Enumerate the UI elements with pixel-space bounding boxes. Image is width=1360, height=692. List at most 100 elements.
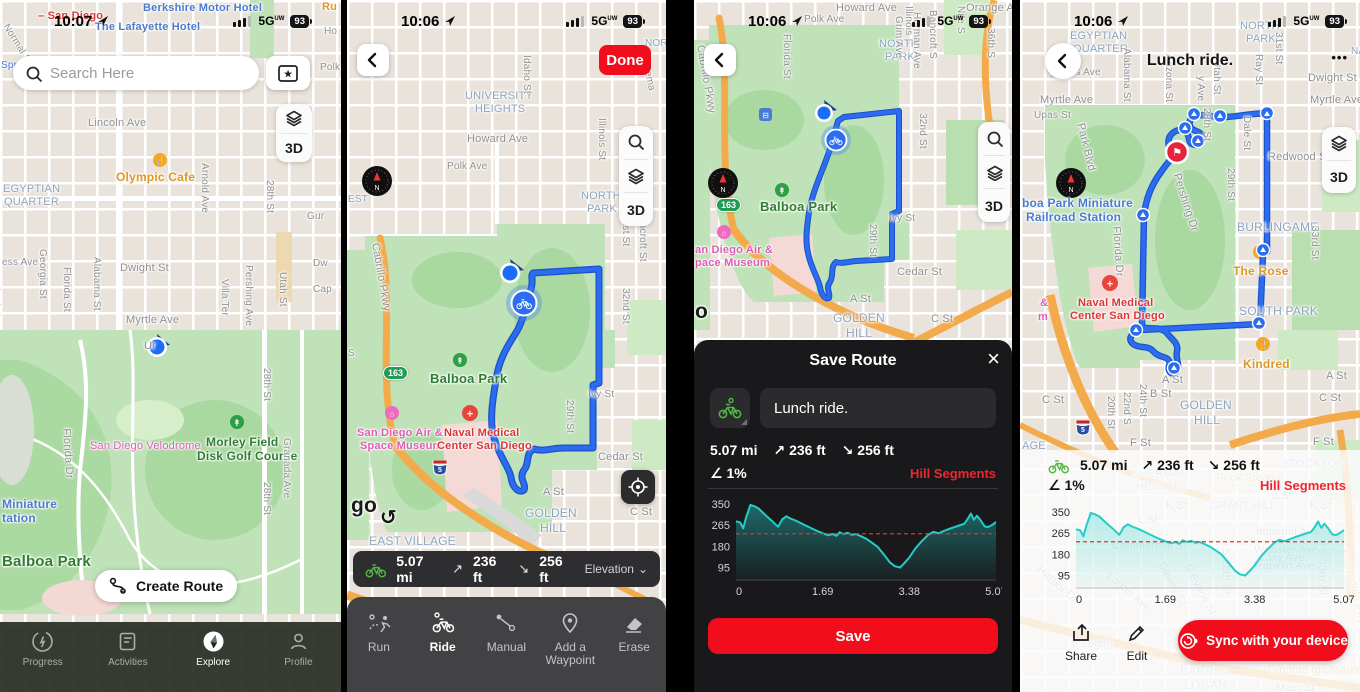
bike-icon <box>718 397 742 419</box>
compass[interactable]: N <box>708 168 738 198</box>
search-button[interactable] <box>978 122 1010 155</box>
svg-text:↟: ↟ <box>233 418 241 428</box>
edit-button[interactable]: Edit <box>1109 622 1165 663</box>
bike-icon <box>1048 460 1070 474</box>
compass[interactable]: N <box>362 166 392 196</box>
waypoint-pin-icon <box>562 613 578 634</box>
ascent-value: ↗ 236 ft <box>773 442 826 458</box>
tool-add-waypoint[interactable]: Add a Waypoint <box>538 611 602 692</box>
poi-balboa-park-icon: ↟ <box>453 353 467 367</box>
tab-profile[interactable]: Profile <box>256 630 341 692</box>
highway-163-shield: 163 <box>383 366 409 380</box>
signal-icon <box>912 16 931 27</box>
search-input[interactable]: Search Here <box>13 56 259 90</box>
map-canvas[interactable]: ↟ ⌂ + N <box>347 0 666 692</box>
signal-icon <box>566 16 585 27</box>
poi-hospital-icon: + <box>1102 275 1118 291</box>
route-stats: 5.07 mi ↗ 236 ft ↘ 256 ft <box>710 442 894 459</box>
status-bar: 10:06 5GUW 93 <box>694 10 1012 32</box>
svg-text:⊟: ⊟ <box>762 111 769 120</box>
route-stats-bar[interactable]: 5.07 mi ↗ 236 ft ↘ 256 ft Elevation ⌄ <box>353 551 660 587</box>
tab-progress[interactable]: Progress <box>0 630 85 692</box>
route-detail-sheet: 5.07 mi ↗ 236 ft ↘ 256 ft ∠ 1% Hill Segm… <box>1020 450 1360 692</box>
tool-erase[interactable]: Erase <box>602 611 666 692</box>
search-button[interactable] <box>619 126 653 159</box>
3d-button[interactable]: 3D <box>627 201 645 218</box>
svg-text:350: 350 <box>712 499 730 511</box>
location-arrow-icon <box>98 16 109 26</box>
layers-button[interactable] <box>619 160 653 193</box>
battery-icon: 93 <box>623 14 645 28</box>
clock: 10:06 <box>401 13 456 30</box>
layers-button[interactable] <box>1322 127 1356 160</box>
search-icon <box>628 134 645 151</box>
poi-balboa-park-icon: ↟ <box>775 183 789 197</box>
distance-value: 5.07 mi <box>396 553 424 585</box>
location-arrow-icon <box>792 16 803 26</box>
interstate-5-shield: 5 <box>432 460 448 476</box>
layers-button[interactable] <box>978 156 1010 189</box>
save-button[interactable]: Save <box>708 618 998 654</box>
svg-text:265: 265 <box>712 520 730 532</box>
waypoint-bike-marker <box>821 125 851 155</box>
3d-button[interactable]: 3D <box>1330 168 1348 185</box>
route-stats: 5.07 mi ↗ 236 ft ↘ 256 ft <box>1048 456 1260 474</box>
svg-text:350: 350 <box>1052 507 1070 519</box>
poi-hospital-icon: + <box>462 405 478 421</box>
clock: 10:06 <box>748 13 803 30</box>
svg-text:+: + <box>121 589 125 595</box>
pencil-icon <box>1128 625 1145 642</box>
chevron-down-icon: ⌄ <box>637 562 649 576</box>
svg-text:+: + <box>1107 279 1113 291</box>
chevron-left-icon <box>1057 53 1067 69</box>
3d-button[interactable]: 3D <box>285 139 303 156</box>
tab-activities[interactable]: Activities <box>85 630 170 692</box>
more-menu-icon[interactable]: ••• <box>1331 50 1348 65</box>
descent-value: ↘ 256 ft <box>1207 456 1260 473</box>
clock: 10:06 <box>1074 13 1129 30</box>
saved-routes-button[interactable]: ★ <box>266 56 310 90</box>
compass[interactable]: N <box>1056 168 1086 198</box>
route-line <box>803 108 902 302</box>
ride-icon <box>432 612 454 633</box>
back-button[interactable] <box>1045 43 1081 79</box>
undo-icon[interactable]: ↺ <box>380 507 397 529</box>
subway-icon: ⊟ <box>759 108 772 121</box>
svg-text:+: + <box>467 409 473 421</box>
waypoint-bike-marker[interactable] <box>506 285 542 321</box>
map-controls: 3D <box>276 104 312 162</box>
svg-text:↟: ↟ <box>456 356 464 366</box>
signal-icon <box>1268 16 1287 27</box>
activities-icon <box>120 632 136 651</box>
back-button[interactable] <box>704 44 736 76</box>
screen-route-builder: ↟ ⌂ + N <box>347 0 666 692</box>
tool-run[interactable]: Run <box>347 611 411 692</box>
done-button[interactable]: Done <box>599 45 651 75</box>
3d-button[interactable]: 3D <box>985 197 1003 214</box>
svg-text:N: N <box>1068 187 1073 194</box>
sync-device-button[interactable]: Sync with your device <box>1178 620 1348 661</box>
tool-manual[interactable]: Manual <box>475 611 539 692</box>
network-badge: 5GUW <box>1293 14 1320 28</box>
close-icon[interactable]: × <box>987 346 1000 371</box>
svg-text:180: 180 <box>1052 549 1070 561</box>
create-route-button[interactable]: + Create Route <box>95 570 238 602</box>
route-name-input[interactable]: Lunch ride. <box>760 388 996 428</box>
locate-me-button[interactable] <box>621 470 655 504</box>
tab-explore[interactable]: Explore <box>171 630 256 692</box>
modal-title: Save Route <box>809 352 897 369</box>
progress-icon <box>32 631 53 652</box>
hill-segments-link[interactable]: Hill Segments <box>1260 478 1346 493</box>
layers-icon <box>1331 135 1347 152</box>
hill-segments-link[interactable]: Hill Segments <box>910 466 996 481</box>
share-button[interactable]: Share <box>1053 622 1109 663</box>
activity-type-button[interactable] <box>710 388 750 428</box>
back-button[interactable] <box>357 44 389 76</box>
poi-olympic-cafe-icon: 🍴 <box>153 153 167 167</box>
chevron-left-icon <box>714 52 724 68</box>
elevation-toggle[interactable]: Elevation ⌄ <box>584 562 649 576</box>
interstate-5-shield: 5 <box>1075 420 1091 436</box>
map-canvas[interactable]: ↟ ⌂ ⊟ N <box>694 0 1012 345</box>
tool-ride[interactable]: Ride <box>411 611 475 692</box>
layers-button[interactable] <box>276 104 312 133</box>
